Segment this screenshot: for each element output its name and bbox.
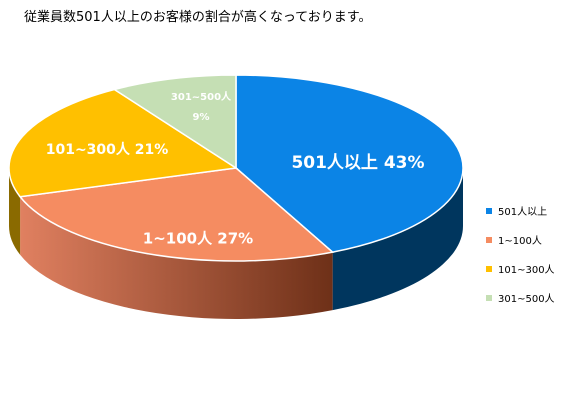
- pie-slices: [8, 74, 464, 262]
- legend-swatch: [486, 294, 492, 301]
- slice-label-name-3: 301~500人: [171, 90, 232, 103]
- legend-label: 301~500人: [498, 294, 555, 305]
- pie-slice-3: [112, 74, 237, 170]
- pie-slice-1: [18, 167, 335, 262]
- slice-label-value-3: 9%: [193, 112, 210, 123]
- pie-slice-2: [8, 88, 239, 198]
- legend-swatch: [486, 265, 492, 272]
- legend-label: 101~300人: [498, 265, 555, 276]
- legend-swatch: [486, 236, 492, 243]
- legend-label: 501人以上: [498, 207, 548, 218]
- legend-label: 1~100人: [498, 236, 542, 247]
- legend-item: 1~100人: [486, 232, 555, 247]
- slice-label-2: 101~300人 21%: [46, 141, 169, 158]
- legend-item: 501人以上: [486, 203, 555, 218]
- slice-label-1: 1~100人 27%: [143, 230, 253, 248]
- legend-swatch: [486, 207, 492, 214]
- chart-title: 従業員数501人以上のお客様の割合が高くなっております。: [24, 10, 372, 25]
- slice-side-2: [9, 168, 21, 255]
- pie-slice-0: [235, 74, 464, 253]
- legend-item: 301~500人: [486, 290, 555, 305]
- slice-side-0: [332, 168, 463, 311]
- legend: 501人以上 1~100人 101~300人 301~500人: [486, 203, 555, 319]
- legend-item: 101~300人: [486, 261, 555, 276]
- slice-labels: 501人以上 43% 1~100人 27% 101~300人 21% 301~500人…: [46, 90, 425, 248]
- slice-label-0: 501人以上 43%: [291, 153, 424, 173]
